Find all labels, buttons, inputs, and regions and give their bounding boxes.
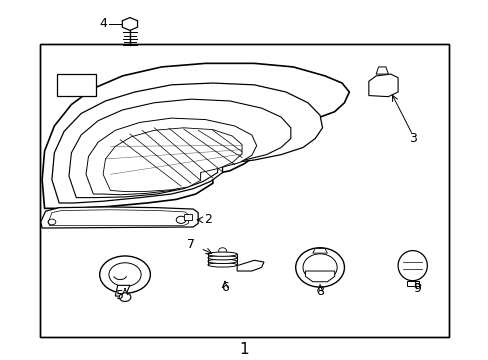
Polygon shape	[41, 207, 198, 228]
Text: 2: 2	[203, 213, 211, 226]
Ellipse shape	[207, 263, 237, 267]
Text: 9: 9	[413, 282, 421, 296]
Circle shape	[176, 216, 185, 224]
Bar	[183, 214, 192, 220]
Bar	[40, 44, 448, 337]
Text: 6: 6	[221, 282, 228, 294]
Polygon shape	[122, 18, 137, 30]
Text: 4: 4	[99, 18, 107, 31]
Ellipse shape	[397, 251, 427, 281]
Text: 8: 8	[315, 285, 324, 298]
Ellipse shape	[207, 252, 237, 256]
Polygon shape	[375, 67, 387, 74]
Polygon shape	[115, 285, 130, 296]
Circle shape	[100, 256, 150, 293]
Polygon shape	[52, 83, 322, 203]
Text: 7: 7	[186, 238, 194, 251]
Circle shape	[119, 293, 131, 301]
Polygon shape	[305, 271, 334, 282]
Polygon shape	[42, 63, 348, 208]
Ellipse shape	[295, 248, 344, 287]
Polygon shape	[312, 248, 327, 253]
Circle shape	[48, 219, 56, 225]
Polygon shape	[86, 118, 256, 195]
Circle shape	[65, 77, 87, 93]
Text: 3: 3	[408, 132, 416, 145]
Polygon shape	[69, 99, 290, 198]
Bar	[57, 74, 96, 95]
Polygon shape	[368, 74, 397, 96]
Polygon shape	[237, 260, 264, 271]
Bar	[406, 281, 418, 286]
Ellipse shape	[207, 259, 237, 264]
Ellipse shape	[207, 256, 237, 260]
Text: 5: 5	[116, 288, 124, 302]
Bar	[40, 44, 448, 337]
Polygon shape	[103, 128, 242, 192]
Text: 1: 1	[239, 342, 249, 357]
